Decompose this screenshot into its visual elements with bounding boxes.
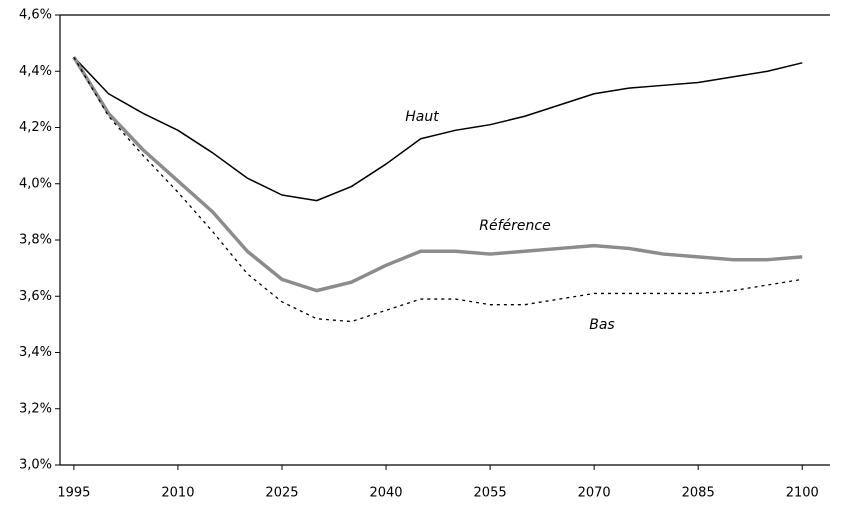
series-label: Haut — [405, 109, 439, 125]
series-label: Référence — [479, 218, 550, 234]
series-line — [72, 56, 803, 293]
y-tick-label: 4,4% — [19, 64, 52, 79]
x-tick-label: 2070 — [578, 486, 611, 501]
x-tick-label: 2025 — [265, 486, 298, 501]
x-tick-label: 2010 — [161, 486, 194, 501]
y-tick-label: 4,2% — [19, 120, 52, 135]
series-label: Bas — [589, 317, 614, 333]
y-tick-label: 3,0% — [19, 458, 52, 473]
series-line — [73, 56, 803, 323]
y-tick-label: 3,8% — [19, 233, 52, 248]
x-tick-label: 2055 — [474, 486, 507, 501]
x-tick-label: 1995 — [57, 486, 90, 501]
x-tick-label: 2085 — [682, 486, 715, 501]
x-tick-label: 2100 — [786, 486, 819, 501]
series-line — [73, 56, 803, 202]
y-tick-label: 4,0% — [19, 176, 52, 191]
y-tick-label: 3,6% — [19, 289, 52, 304]
x-tick-label: 2040 — [369, 486, 402, 501]
y-tick-label: 4,6% — [19, 8, 52, 23]
y-tick-label: 3,4% — [19, 345, 52, 360]
y-tick-label: 3,2% — [19, 401, 52, 416]
